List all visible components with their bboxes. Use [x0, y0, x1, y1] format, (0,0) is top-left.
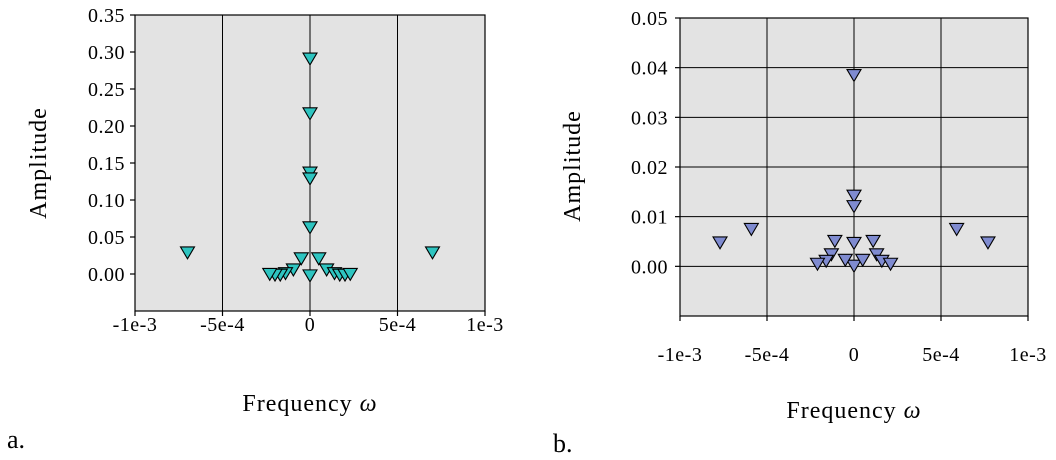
data-point-17	[712, 236, 728, 250]
y-tick-label: 0.00	[631, 256, 668, 278]
x-ticks-a: -1e-3 -5e-4 0 5e-4 1e-3	[113, 311, 504, 336]
data-point-15	[743, 222, 760, 237]
data-point-14	[882, 257, 899, 272]
data-point-0	[302, 52, 318, 67]
chart-panel-a: 0.00 0.05 0.10 0.15 0.20 0.25 0.30 0.35 -1e-3 -5…	[7, 5, 504, 454]
y-tick-label: 0.20	[88, 116, 125, 138]
y-tick-label: 0.04	[631, 58, 668, 80]
data-point-1	[302, 107, 318, 121]
y-tick-label: 0.35	[88, 5, 125, 27]
data-point-4	[846, 259, 862, 274]
data-point-18	[179, 246, 196, 260]
data-point-0	[846, 68, 862, 83]
data-point-6	[865, 234, 882, 249]
data-point-3	[302, 172, 318, 186]
data-point-5	[302, 269, 318, 283]
data-point-5	[826, 234, 843, 249]
y-tick-label: 0.15	[88, 153, 125, 175]
y-axis-title-a: Amplitude	[26, 107, 52, 219]
x-tick-label: -5e-4	[200, 314, 245, 336]
x-tick-label: -1e-3	[658, 344, 703, 366]
data-point-1	[846, 189, 862, 204]
data-point-9	[837, 253, 854, 268]
panel-label-a: a.	[7, 425, 25, 454]
chart-panel-b: 0.00 0.01 0.02 0.03 0.04 0.05 -1e-3 -5e-4 0 5e-4…	[553, 8, 1047, 458]
data-point-2	[846, 200, 862, 214]
data-point-7	[310, 252, 327, 266]
data-point-17	[342, 267, 359, 282]
data-point-16	[948, 222, 965, 237]
y-ticks-a: 0.00 0.05 0.10 0.15 0.20 0.25 0.30 0.35	[88, 5, 135, 286]
data-point-3	[846, 236, 862, 251]
data-point-18	[980, 236, 996, 250]
x-ticks-b: -1e-3 -5e-4 0 5e-4 1e-3	[658, 316, 1047, 366]
x-axis-title-b: Frequency ω	[786, 398, 921, 424]
y-tick-label: 0.02	[631, 157, 668, 179]
data-point-10	[854, 253, 871, 268]
data-point-16	[261, 267, 278, 282]
y-tick-label: 0.05	[88, 227, 125, 249]
panel-label-b: b.	[553, 429, 573, 458]
x-axis-title-a: Frequency ω	[242, 391, 377, 417]
data-point-6	[293, 252, 310, 266]
y-ticks-b: 0.00 0.01 0.02 0.03 0.04 0.05	[631, 8, 680, 278]
y-tick-label: 0.25	[88, 79, 125, 101]
x-tick-label: 0	[849, 344, 860, 366]
markers-b	[712, 68, 996, 274]
x-tick-label: -5e-4	[745, 344, 790, 366]
markers-a	[179, 52, 441, 283]
y-tick-label: 0.30	[88, 42, 125, 64]
y-tick-label: 0.01	[631, 207, 668, 229]
y-tick-label: 0.03	[631, 107, 668, 129]
x-tick-label: -1e-3	[113, 314, 158, 336]
x-tick-label: 5e-4	[922, 344, 960, 366]
data-point-19	[424, 246, 441, 260]
x-tick-label: 1e-3	[1009, 344, 1047, 366]
x-tick-label: 1e-3	[466, 314, 504, 336]
x-tick-label: 0	[305, 314, 316, 336]
y-tick-label: 0.10	[88, 190, 125, 212]
y-axis-title-b: Amplitude	[560, 110, 586, 222]
data-point-13	[809, 257, 826, 272]
y-tick-label: 0.00	[88, 264, 125, 286]
y-tick-label: 0.05	[631, 8, 668, 30]
data-point-4	[302, 221, 318, 235]
x-tick-label: 5e-4	[379, 314, 417, 336]
